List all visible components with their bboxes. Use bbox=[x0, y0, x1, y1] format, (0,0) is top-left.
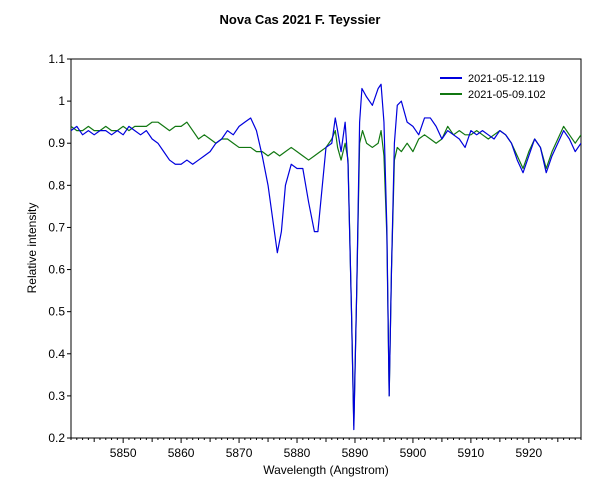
y-tick-label: 0.5 bbox=[48, 305, 65, 319]
y-tick-label: 0.6 bbox=[48, 263, 65, 277]
y-tick-label: 1.1 bbox=[48, 52, 65, 66]
x-tick-label: 5850 bbox=[110, 446, 137, 460]
y-tick-label: 0.4 bbox=[48, 347, 65, 361]
x-axis: 5850 5860 5870 5880 5890 5900 5910 5920 bbox=[70, 438, 582, 460]
y-axis-label: Relative intensity bbox=[25, 203, 39, 294]
legend: 2021-05-12.119 2021-05-09.102 bbox=[440, 73, 546, 101]
x-tick-label: 5920 bbox=[515, 446, 542, 460]
y-tick-label: 0.8 bbox=[48, 178, 65, 192]
x-tick-label: 5880 bbox=[284, 446, 311, 460]
y-tick-label: 0.9 bbox=[48, 136, 65, 150]
x-tick-label: 5910 bbox=[458, 446, 485, 460]
x-tick-label: 5860 bbox=[168, 446, 195, 460]
y-axis: 0.2 0.3 0.4 0.5 0.6 0.7 0.8 0.9 1 1.1 bbox=[48, 52, 71, 445]
series-lines bbox=[71, 83, 581, 431]
legend-label: 2021-05-12.119 bbox=[468, 73, 545, 85]
y-tick-label: 0.7 bbox=[48, 220, 65, 234]
y-tick-label: 0.2 bbox=[48, 431, 65, 445]
series-line bbox=[71, 121, 581, 426]
x-axis-label: Wavelength (Angstrom) bbox=[263, 463, 389, 477]
plot-area-frame bbox=[70, 58, 582, 439]
x-tick-label: 5870 bbox=[226, 446, 253, 460]
legend-label: 2021-05-09.102 bbox=[468, 89, 546, 101]
x-tick-label: 5890 bbox=[342, 446, 369, 460]
chart-title: Nova Cas 2021 F. Teyssier bbox=[220, 12, 381, 27]
y-tick-label: 1 bbox=[58, 94, 65, 108]
series-line bbox=[71, 83, 581, 431]
x-tick-label: 5900 bbox=[400, 446, 427, 460]
y-tick-label: 0.3 bbox=[48, 389, 65, 403]
